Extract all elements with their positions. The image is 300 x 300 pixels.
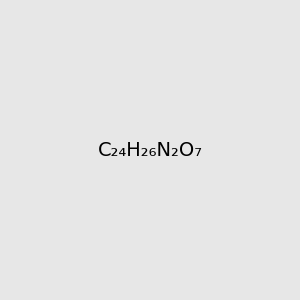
- Text: C₂₄H₂₆N₂O₇: C₂₄H₂₆N₂O₇: [98, 140, 202, 160]
